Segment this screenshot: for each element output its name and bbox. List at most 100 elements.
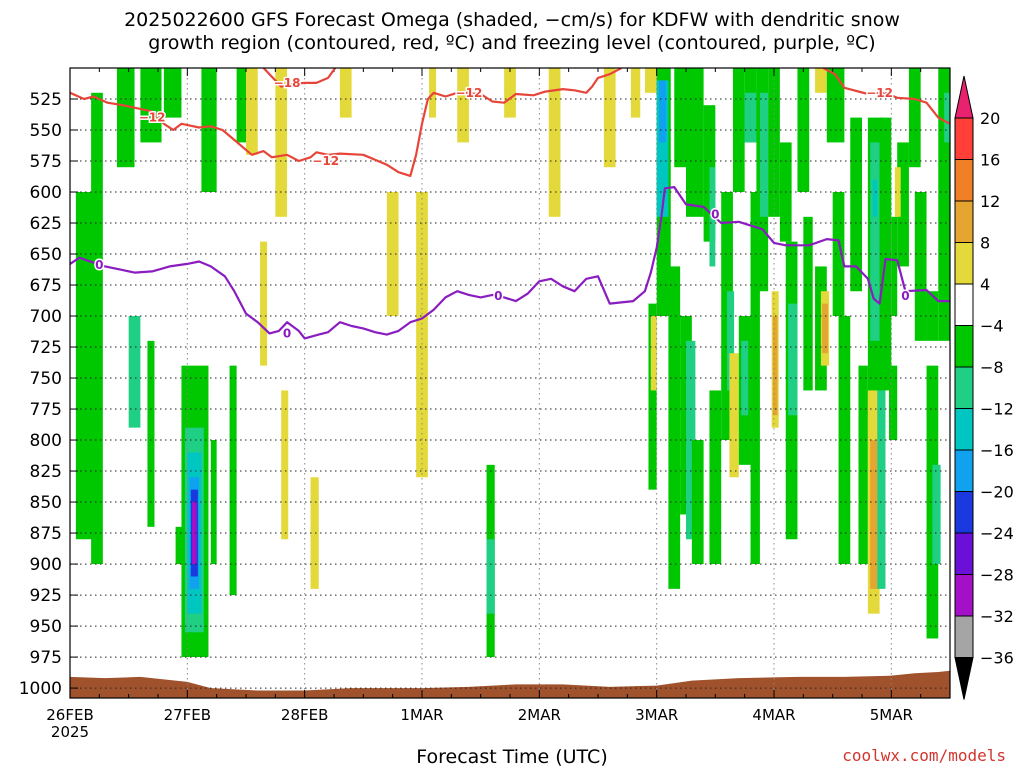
omega-cell <box>908 68 921 168</box>
x-tick-label: 26FEB <box>46 706 93 724</box>
omega-cell <box>275 68 288 217</box>
x-tick-label: 3MAR <box>635 706 678 724</box>
colorbar-swatch <box>954 532 974 575</box>
colorbar-swatch <box>954 117 974 160</box>
contour-label: −12 <box>139 111 166 125</box>
colorbar-tick-label: 8 <box>980 234 990 253</box>
omega-cell <box>938 68 950 341</box>
x-tick-label: 27FEB <box>164 706 211 724</box>
omega-cell <box>246 68 258 155</box>
freezing-level-contour <box>70 186 950 340</box>
y-tick-label: 975 <box>30 648 62 668</box>
colorbar-swatch <box>954 283 974 326</box>
omega-cell <box>416 192 428 478</box>
omega-cell <box>686 68 704 217</box>
omega-cell <box>768 68 780 217</box>
omega-cell <box>630 68 641 118</box>
colorbar: 20 16 12 8 4 −4 −8 −12 −16 −20 −24 −28 −32 −36 <box>954 75 1014 700</box>
dgz-minus12-contour <box>70 68 623 177</box>
omega-cell <box>709 390 722 565</box>
omega-cell <box>140 68 162 143</box>
colorbar-swatch <box>954 408 974 451</box>
y-tick-label: 750 <box>30 369 62 389</box>
y-tick-label: 725 <box>30 338 62 358</box>
omega-shading <box>75 68 950 658</box>
omega-cell <box>210 440 217 565</box>
omega-cell <box>163 68 182 118</box>
omega-cell <box>788 303 798 416</box>
y-tick-label: 900 <box>30 555 62 575</box>
y-tick-label: 600 <box>30 183 62 203</box>
colorbar-swatch <box>954 574 974 617</box>
omega-cell <box>838 316 851 565</box>
contour-label: 0 <box>95 258 103 272</box>
omega-cell <box>147 340 155 527</box>
omega-cell <box>236 68 246 143</box>
y-axis: 525 550 575 600 625 650 675 700 725 750 775 800 825 8… <box>19 90 78 699</box>
y-tick-label: 700 <box>30 307 62 327</box>
omega-cell <box>759 92 769 217</box>
omega-cell <box>870 440 878 589</box>
contour-label: 0 <box>711 207 719 221</box>
y-tick-label: 525 <box>30 90 62 110</box>
colorbar-tick-label: 20 <box>980 109 1000 128</box>
omega-cell <box>741 340 749 416</box>
y-tick-label: 625 <box>30 214 62 234</box>
omega-cell <box>732 68 745 193</box>
x-tick-label: 1MAR <box>400 706 443 724</box>
omega-cell <box>926 291 939 341</box>
omega-cell <box>729 353 739 478</box>
colorbar-tick-label: −16 <box>980 441 1014 460</box>
colorbar-tick-label: −28 <box>980 566 1014 585</box>
omega-cell <box>691 440 704 565</box>
colorbar-swatch <box>954 159 974 202</box>
plot-frame <box>69 67 951 699</box>
colorbar-bottom-arrow <box>954 657 974 700</box>
x-tick-label: 28FEB <box>281 706 328 724</box>
omega-cell <box>548 68 561 217</box>
omega-cell <box>797 68 810 193</box>
omega-cell <box>858 365 868 565</box>
omega-cell <box>281 390 289 540</box>
y-tick-label: 650 <box>30 245 62 265</box>
omega-cell <box>709 167 716 267</box>
chart-subtitle: growth region (contoured, red, ºC) and f… <box>148 32 876 54</box>
omega-cell <box>91 92 103 565</box>
omega-cell <box>656 80 669 217</box>
contour-lines <box>70 68 950 340</box>
omega-cell <box>872 179 878 217</box>
y-tick-label: 825 <box>30 462 62 482</box>
omega-cell <box>229 365 237 596</box>
colorbar-swatch <box>954 491 974 534</box>
omega-cell <box>832 192 845 317</box>
omega-cell <box>744 92 757 143</box>
omega-cell <box>128 316 141 428</box>
omega-cell <box>932 464 941 565</box>
colorbar-tick-label: −20 <box>980 483 1014 502</box>
omega-cell <box>486 539 495 614</box>
omega-cell <box>870 142 880 341</box>
omega-cell <box>674 68 686 168</box>
y-tick-label: 550 <box>30 121 62 141</box>
omega-cell <box>650 316 657 391</box>
contour-label: 0 <box>283 326 291 340</box>
omega-cell <box>339 68 352 118</box>
y-tick-label: 925 <box>30 586 62 606</box>
omega-cell <box>603 68 616 168</box>
y-tick-label: 575 <box>30 152 62 172</box>
omega-cell <box>850 117 862 292</box>
chart-title: 2025022600 GFS Forecast Omega (shaded, −… <box>124 9 900 31</box>
omega-cell <box>310 477 319 589</box>
omega-cell <box>116 68 135 168</box>
colorbar-swatch <box>954 366 974 409</box>
omega-cell <box>815 68 827 93</box>
omega-cell <box>894 167 901 217</box>
omega-cell <box>772 316 778 416</box>
omega-cell <box>822 303 828 354</box>
colorbar-tick-label: −4 <box>980 317 1004 336</box>
colorbar-tick-label: −32 <box>980 607 1014 626</box>
omega-cell <box>897 142 909 267</box>
omega-cell <box>260 241 268 366</box>
x-axis: 26FEB 27FEB 28FEB 1MAR 2MAR 3MAR 4MAR 5MAR 2025 <box>46 706 913 741</box>
omega-cell <box>386 192 399 317</box>
